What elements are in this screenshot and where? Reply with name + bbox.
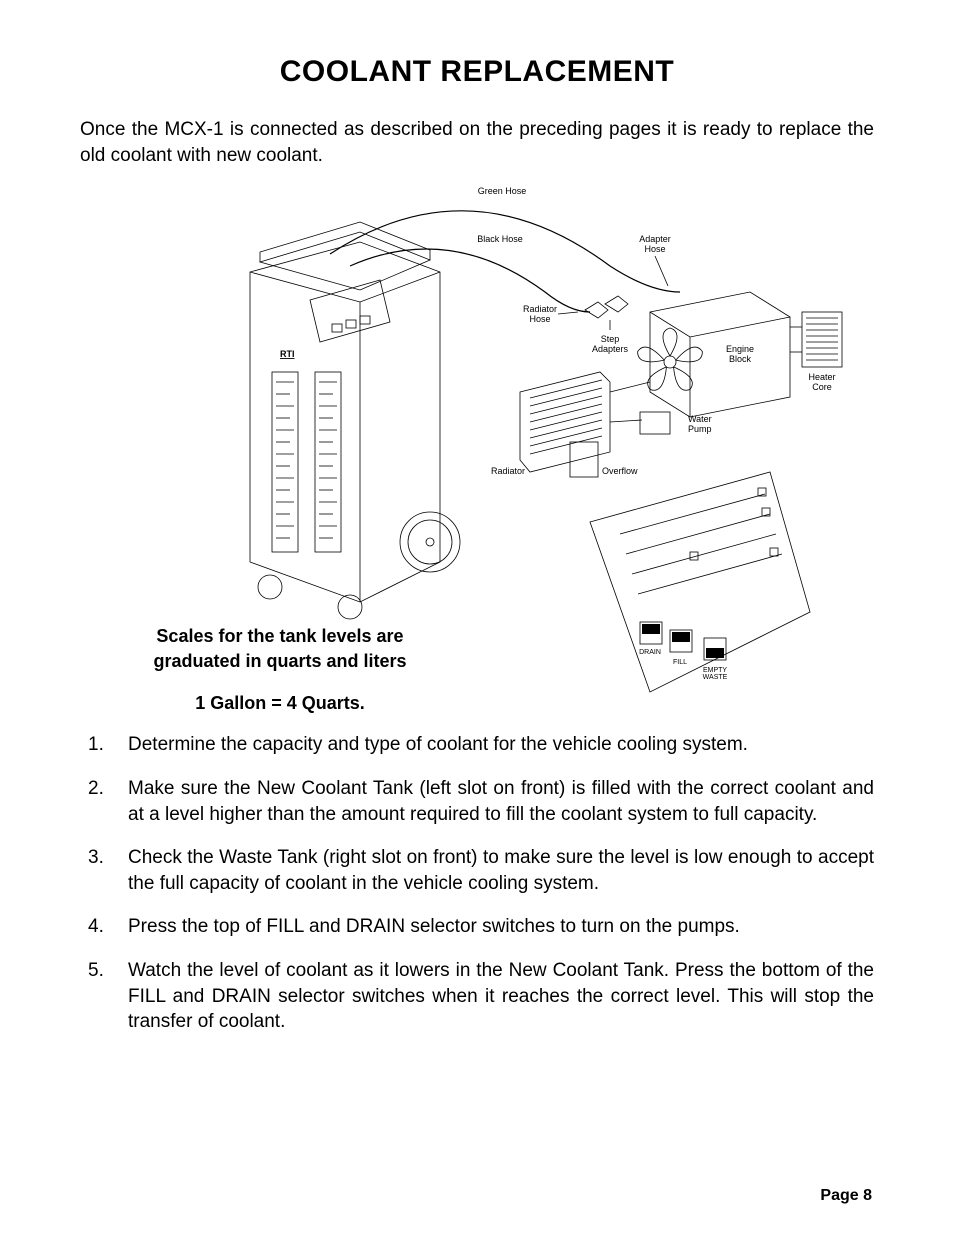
intro-paragraph: Once the MCX-1 is connected as described…: [80, 117, 874, 168]
label-drain: DRAIN: [639, 649, 661, 656]
label-radiator-hose: RadiatorHose: [523, 304, 557, 324]
page-number: Page 8: [820, 1187, 872, 1205]
engine-block: [636, 292, 790, 417]
label-engine-block: EngineBlock: [726, 344, 754, 364]
heater-core: [790, 312, 842, 367]
diagram-notes: Scales for the tank levels are graduated…: [120, 624, 440, 713]
page-title: COOLANT REPLACEMENT: [80, 55, 874, 89]
step-1: Determine the capacity and type of coola…: [80, 732, 874, 758]
note-gallon: 1 Gallon = 4 Quarts.: [120, 693, 440, 714]
instruction-list: Determine the capacity and type of coola…: [80, 732, 874, 1035]
mcx-machine: RTI: [250, 222, 460, 619]
overflow-tank: [570, 442, 598, 477]
label-empty-waste: EMPTYWASTE: [703, 667, 728, 681]
step-3: Check the Waste Tank (right slot on fron…: [80, 845, 874, 896]
label-fill: FILL: [673, 659, 687, 666]
brand-logo: RTI: [280, 349, 295, 359]
label-water-pump: WaterPump: [688, 414, 712, 434]
radiator: [520, 372, 650, 472]
water-pump: [640, 412, 670, 434]
note-scales: Scales for the tank levels are graduated…: [120, 624, 440, 674]
label-step-adapters: StepAdapters: [592, 334, 629, 354]
label-heater-core: HeaterCore: [808, 372, 835, 392]
step-adapters: [585, 296, 628, 330]
diagram-container: Green Hose Black Hose RTI: [80, 182, 874, 702]
step-5: Watch the level of coolant as it lowers …: [80, 958, 874, 1035]
label-adapter-hose: AdapterHose: [639, 234, 671, 254]
control-panel-detail: DRAIN FILL EMPTYWASTE: [590, 472, 810, 692]
step-2: Make sure the New Coolant Tank (left slo…: [80, 776, 874, 827]
label-green-hose: Green Hose: [478, 186, 527, 196]
label-black-hose: Black Hose: [477, 234, 523, 244]
label-overflow: Overflow: [602, 466, 638, 476]
label-radiator: Radiator: [491, 466, 525, 476]
step-4: Press the top of FILL and DRAIN selector…: [80, 914, 874, 940]
